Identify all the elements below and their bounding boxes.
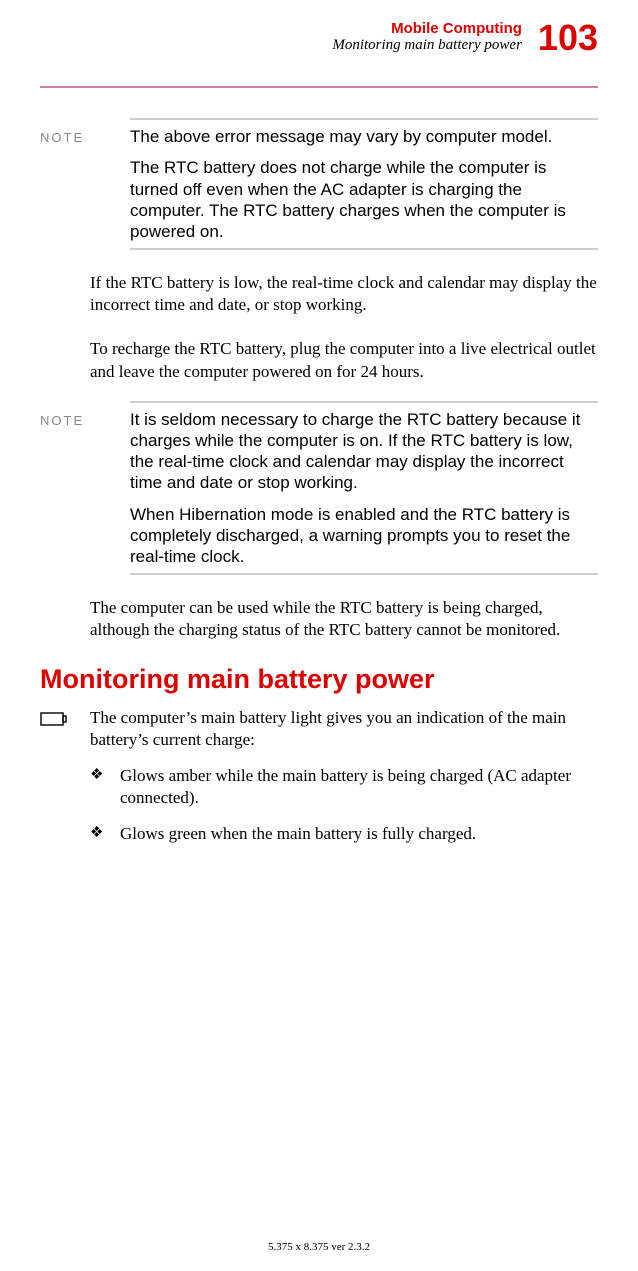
note-label: NOTE [40, 409, 130, 568]
battery-intro-row: The computer’s main battery light gives … [40, 707, 598, 751]
page-header: Mobile Computing Monitoring main battery… [40, 20, 598, 56]
note-rule-top-2 [130, 401, 598, 403]
note-rule-bottom-1 [130, 248, 598, 250]
note-rule-top-1 [130, 118, 598, 120]
battery-icon [40, 707, 90, 727]
header-rule [40, 86, 598, 88]
bullet-text: Glows green when the main battery is ful… [120, 823, 598, 845]
header-section: Monitoring main battery power [332, 37, 522, 54]
bullet-list: ❖ Glows amber while the main battery is … [90, 765, 598, 845]
note-block-2: NOTE It is seldom necessary to charge th… [40, 409, 598, 568]
body-paragraph: If the RTC battery is low, the real-time… [90, 272, 598, 316]
note-body: It is seldom necessary to charge the RTC… [130, 409, 598, 568]
section-heading: Monitoring main battery power [40, 664, 598, 695]
note-label: NOTE [40, 126, 130, 242]
page-number: 103 [538, 20, 598, 56]
bullet-glyph: ❖ [90, 765, 120, 786]
bullet-glyph: ❖ [90, 823, 120, 844]
body-paragraph: To recharge the RTC battery, plug the co… [90, 338, 598, 382]
list-item: ❖ Glows amber while the main battery is … [90, 765, 598, 809]
battery-intro-text: The computer’s main battery light gives … [90, 707, 598, 751]
note-paragraph: It is seldom necessary to charge the RTC… [130, 409, 598, 494]
note-paragraph: The RTC battery does not charge while th… [130, 157, 598, 242]
body-paragraph: The computer can be used while the RTC b… [90, 597, 598, 641]
list-item: ❖ Glows green when the main battery is f… [90, 823, 598, 845]
note-rule-bottom-2 [130, 573, 598, 575]
note-block-1: NOTE The above error message may vary by… [40, 126, 598, 242]
note-paragraph: When Hibernation mode is enabled and the… [130, 504, 598, 568]
note-body: The above error message may vary by comp… [130, 126, 598, 242]
header-chapter: Mobile Computing [332, 20, 522, 37]
bullet-text: Glows amber while the main battery is be… [120, 765, 598, 809]
note-paragraph: The above error message may vary by comp… [130, 126, 598, 147]
footer-text: 5.375 x 8.375 ver 2.3.2 [0, 1241, 638, 1253]
